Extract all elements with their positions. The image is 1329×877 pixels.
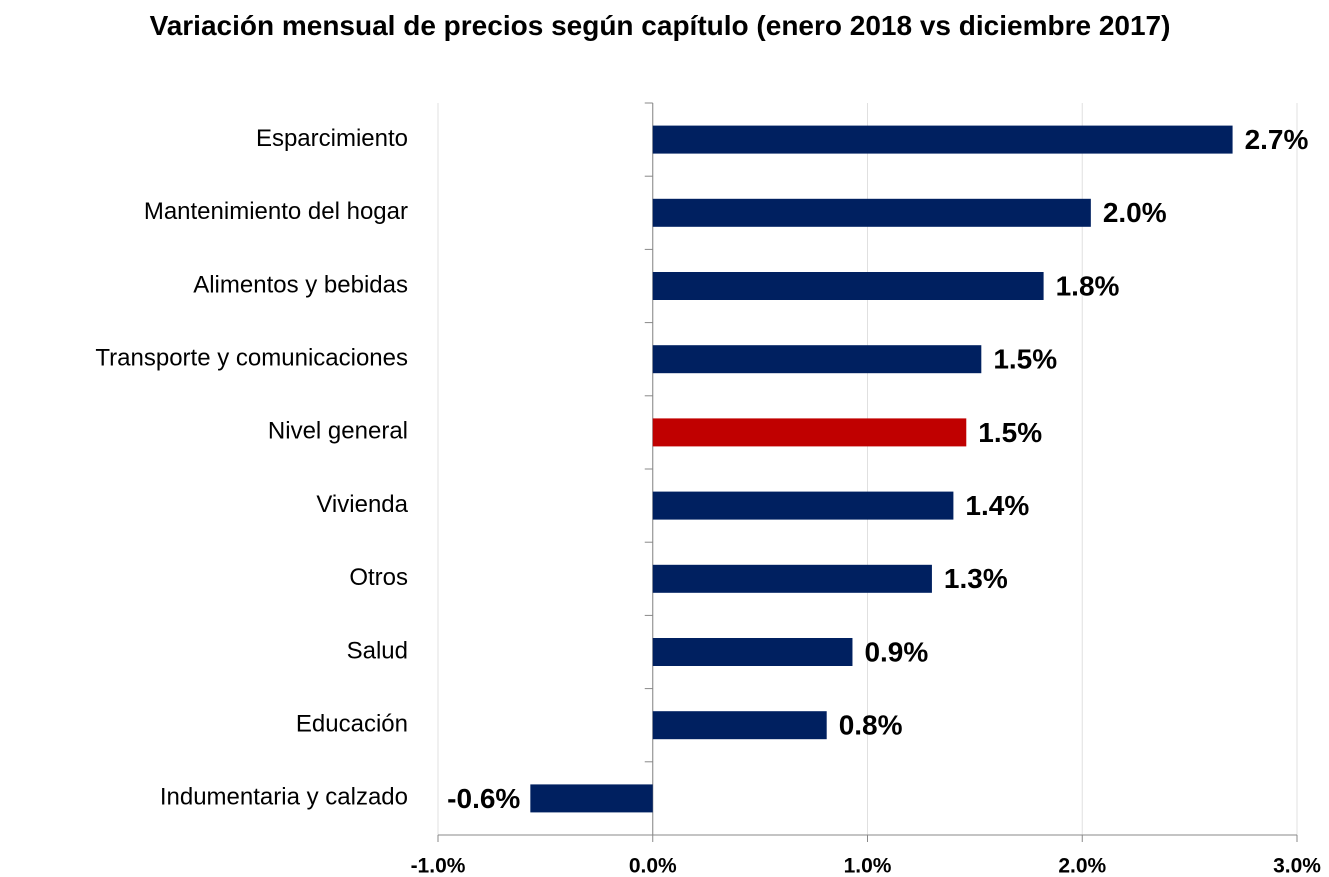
x-tick-label: -1.0% [411, 855, 466, 877]
bar [652, 198, 1091, 227]
bar [652, 491, 954, 520]
value-label: 0.9% [864, 636, 928, 667]
x-tick-label: 0.0% [629, 855, 677, 877]
y-tick-label: Nivel general [268, 418, 408, 445]
x-tick-label: 1.0% [844, 855, 892, 877]
value-label: 1.5% [978, 417, 1042, 448]
bar [652, 711, 827, 740]
value-label: 1.3% [944, 563, 1008, 594]
bar [652, 272, 1044, 300]
bar [652, 638, 853, 666]
value-label: 1.4% [965, 490, 1029, 521]
y-tick-label: Educación [296, 711, 408, 738]
value-label: 1.8% [1056, 270, 1120, 301]
x-tick-label: 2.0% [1058, 855, 1106, 877]
x-tick-label: 3.0% [1273, 855, 1321, 877]
value-label: 2.7% [1245, 124, 1309, 155]
y-tick-label: Otros [349, 564, 408, 591]
value-label: -0.6% [447, 783, 520, 814]
bar [652, 564, 932, 593]
value-label: 0.8% [839, 710, 903, 741]
y-tick-label: Salud [347, 637, 408, 664]
y-tick-label: Alimentos y bebidas [193, 271, 408, 298]
bar [652, 345, 982, 374]
bar [652, 125, 1233, 154]
y-tick-label: Vivienda [316, 491, 408, 518]
chart-title: Variación mensual de precios según capít… [149, 10, 1171, 41]
value-label: 2.0% [1103, 197, 1167, 228]
value-label: 1.5% [993, 344, 1057, 375]
y-tick-label: Mantenimiento del hogar [144, 198, 408, 225]
y-tick-label: Esparcimiento [256, 125, 408, 152]
bar [652, 418, 967, 447]
y-tick-label: Indumentaria y calzado [160, 784, 408, 811]
y-tick-label: Transporte y comunicaciones [95, 345, 408, 372]
bar [530, 784, 653, 813]
